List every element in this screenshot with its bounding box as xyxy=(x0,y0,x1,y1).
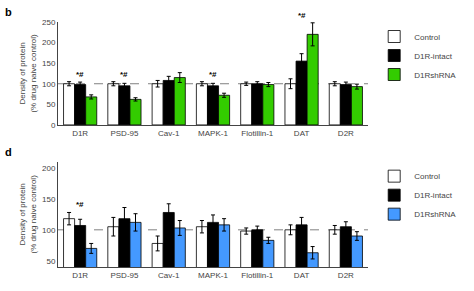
svg-text:d: d xyxy=(5,146,12,158)
svg-text:200: 200 xyxy=(42,38,56,47)
svg-text:Density of protein(% drug naiv: Density of protein(% drug naive control) xyxy=(18,34,37,113)
svg-text:DAT: DAT xyxy=(294,271,310,280)
svg-text:50: 50 xyxy=(46,100,55,109)
svg-text:D2R: D2R xyxy=(338,129,354,138)
svg-text:*#: *# xyxy=(298,11,306,20)
svg-text:*#: *# xyxy=(120,70,128,79)
svg-text:MAPK-1: MAPK-1 xyxy=(198,271,228,280)
svg-text:250: 250 xyxy=(42,18,56,27)
svg-text:D1R-intact: D1R-intact xyxy=(414,191,453,200)
svg-text:50: 50 xyxy=(46,257,55,266)
svg-text:Flotillin-1: Flotillin-1 xyxy=(241,271,274,280)
svg-text:200: 200 xyxy=(42,164,56,173)
svg-text:Control: Control xyxy=(414,33,440,42)
svg-text:Flotillin-1: Flotillin-1 xyxy=(241,129,274,138)
svg-text:*#: *# xyxy=(76,200,84,209)
svg-text:DAT: DAT xyxy=(294,129,310,138)
svg-text:150: 150 xyxy=(42,59,56,68)
svg-text:Density of protein(% drug naiv: Density of protein(% drug naive control) xyxy=(18,175,37,254)
svg-text:Cav-1: Cav-1 xyxy=(158,271,180,280)
svg-text:100: 100 xyxy=(42,80,56,89)
svg-text:D1RshRNA: D1RshRNA xyxy=(414,210,456,219)
svg-text:b: b xyxy=(5,6,12,18)
svg-text:D1R: D1R xyxy=(72,129,88,138)
svg-text:D1R: D1R xyxy=(72,271,88,280)
svg-text:*#: *# xyxy=(76,70,84,79)
svg-text:*#: *# xyxy=(209,70,217,79)
svg-text:D1R-intact: D1R-intact xyxy=(414,52,453,61)
svg-text:D1RshRNA: D1RshRNA xyxy=(414,71,456,80)
svg-text:PSD-95: PSD-95 xyxy=(110,129,139,138)
svg-text:PSD-95: PSD-95 xyxy=(110,271,139,280)
svg-text:150: 150 xyxy=(42,195,56,204)
svg-text:0: 0 xyxy=(51,121,56,130)
svg-text:MAPK-1: MAPK-1 xyxy=(198,129,228,138)
svg-text:Control: Control xyxy=(414,172,440,181)
svg-text:Cav-1: Cav-1 xyxy=(158,129,180,138)
svg-text:D2R: D2R xyxy=(338,271,354,280)
svg-text:100: 100 xyxy=(42,226,56,235)
